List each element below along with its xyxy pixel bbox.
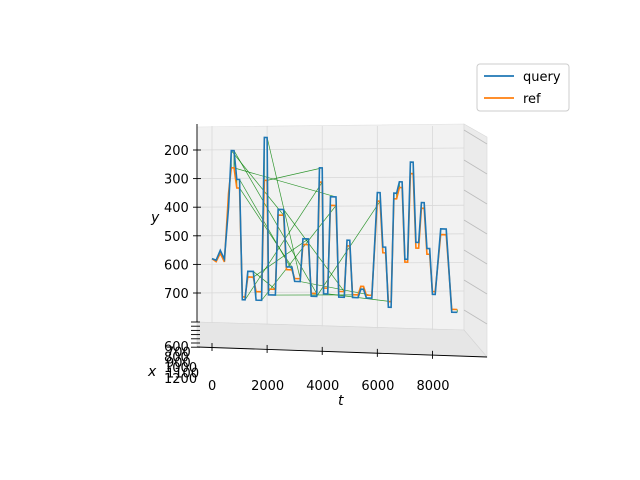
legend-label-query: query (523, 70, 561, 85)
legend: query ref (477, 64, 569, 111)
t-tick-label: 8000 (416, 379, 449, 394)
legend-label-ref: ref (523, 92, 541, 107)
y-tick-label: 200 (164, 144, 189, 159)
y-tick-label: 500 (164, 230, 189, 245)
t-tick-label: 6000 (361, 379, 394, 394)
t-tick-label: 0 (208, 379, 216, 394)
y-tick-label: 700 (164, 287, 189, 302)
t-tick-label: 2000 (251, 379, 284, 394)
y-tick-label: 300 (164, 173, 189, 188)
t-tick-label: 4000 (306, 379, 339, 394)
x-axis-label: x (147, 364, 157, 380)
y-tick-label: 600 (164, 258, 189, 273)
t-axis-label: t (338, 393, 344, 409)
y-axis-label: y (150, 210, 160, 226)
x-tick-label: 1200 (164, 372, 197, 387)
y-tick-label: 400 (164, 201, 189, 216)
